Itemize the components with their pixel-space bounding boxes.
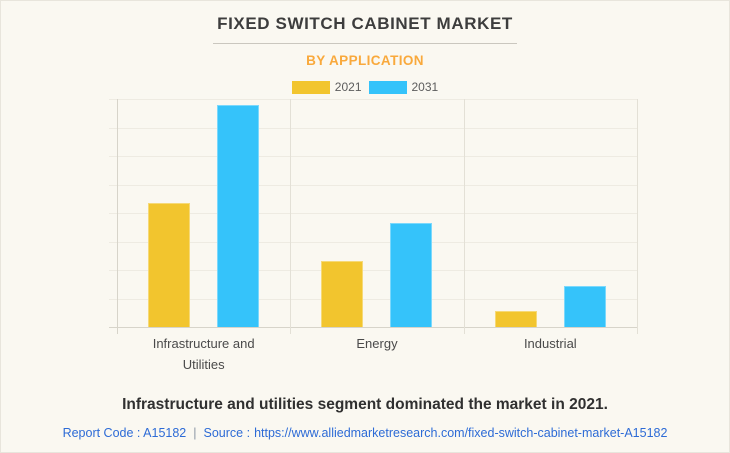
gridline-horizontal: [109, 99, 637, 100]
legend-item-2031[interactable]: 2031: [368, 80, 439, 94]
bar-2031-infrastructure-and-utilities[interactable]: [217, 104, 259, 327]
title-divider: [213, 43, 517, 44]
page-title: FIXED SWITCH CABINET MARKET: [217, 14, 513, 33]
y-axis-line: [117, 99, 118, 334]
gridline-horizontal: [109, 241, 637, 243]
gridline-horizontal: [109, 184, 637, 186]
bar-2031-energy[interactable]: [390, 222, 433, 327]
chart-legend: 2021 2031: [0, 80, 730, 94]
legend-swatch-2031: [368, 80, 407, 94]
chart-subtitle: BY APPLICATION: [306, 53, 424, 68]
legend-label-2021: 2021: [334, 80, 362, 94]
summary-statement: Infrastructure and utilities segment dom…: [122, 396, 608, 413]
bar-2031-industrial[interactable]: [563, 285, 606, 327]
legend-item-2021[interactable]: 2021: [291, 80, 362, 94]
x-axis-line: [109, 327, 637, 328]
source-label: Source :: [203, 426, 251, 440]
x-axis-label-infrastructure-and-utilities: Infrastructure and Utilities: [152, 336, 255, 372]
report-code: Report Code : A15182: [62, 426, 187, 440]
bar-2021-infrastructure-and-utilities[interactable]: [148, 203, 190, 327]
gridline-horizontal: [109, 270, 637, 271]
category-separator-line: [637, 99, 638, 334]
footer-separator: |: [193, 426, 197, 440]
x-axis-label-energy: Energy: [356, 336, 398, 351]
gridline-horizontal: [109, 213, 637, 214]
gridline-horizontal: [109, 156, 637, 157]
footer-line: Report Code : A15182 | Source : https://www…: [0, 426, 730, 440]
bar-2021-industrial[interactable]: [494, 311, 537, 327]
x-axis-label-industrial: Industrial: [523, 336, 577, 351]
category-separator-line: [290, 99, 292, 334]
gridline-horizontal: [109, 127, 637, 129]
legend-label-2031: 2031: [411, 80, 439, 94]
source-link[interactable]: https://www.alliedmarketresearch.com/fix…: [254, 426, 668, 440]
category-separator-line: [463, 99, 465, 334]
gridline-horizontal: [109, 298, 637, 300]
legend-swatch-2021: [291, 80, 330, 94]
bar-2021-energy[interactable]: [321, 261, 364, 327]
